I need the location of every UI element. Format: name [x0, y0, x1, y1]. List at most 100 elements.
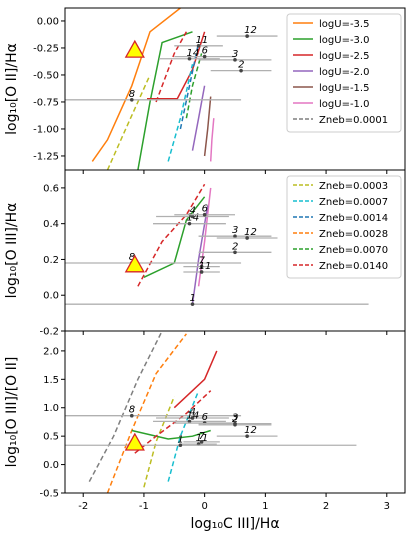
- y-tick-label: -0.2: [39, 327, 59, 338]
- y-tick-label: 1.5: [43, 375, 59, 386]
- data-point: [178, 443, 183, 448]
- y-tick-label: 0.00: [37, 16, 59, 27]
- y-tick-label: -1.25: [33, 151, 59, 162]
- model-line: [167, 64, 194, 162]
- data-point: [202, 54, 207, 59]
- point-label: 6: [202, 204, 208, 215]
- point-label: 14: [186, 213, 199, 224]
- point-label: 1: [177, 434, 183, 445]
- data-point: [199, 440, 204, 444]
- data-point: [129, 413, 134, 418]
- x-tick-label: 3: [384, 501, 390, 512]
- plot-area: 8 12 11 14 6 32: [65, 8, 278, 170]
- model-line: [137, 31, 193, 170]
- point-label: 2: [232, 241, 238, 252]
- data-point: [245, 34, 249, 38]
- axes-frame: [64, 330, 406, 494]
- point-label: 4: [190, 206, 196, 217]
- data-point: [187, 56, 192, 61]
- point-label: 14: [186, 410, 199, 421]
- model-line: [147, 31, 206, 100]
- point-label: 8: [129, 252, 135, 263]
- panel-top: 8 12 11 14 6 32 0.00 -0.25 -0.50 -0.75 -1.00 -1.25 l…: [4, 7, 406, 174]
- legend-label: Zneb=0.0007: [319, 197, 388, 208]
- x-tick-label: 2: [323, 501, 329, 512]
- model-line: [134, 390, 212, 454]
- y-tick-label: 0.6: [43, 183, 59, 194]
- y-tick-label: 0.2: [43, 255, 59, 266]
- model-line: [106, 333, 187, 493]
- legend-label: logU=-3.5: [319, 19, 369, 30]
- point-label: 2: [232, 414, 238, 425]
- data-point: [202, 212, 207, 217]
- model-line: [91, 8, 181, 162]
- point-label: 6: [202, 412, 208, 423]
- model-line: [209, 118, 215, 162]
- y-axis-label: log₁₀[O III]/[O II]: [4, 357, 20, 468]
- y-tick-label: -0.75: [33, 97, 59, 108]
- legend-label: logU=-3.0: [319, 35, 369, 46]
- y-tick-label: 0.5: [43, 432, 59, 443]
- legend-label: Zneb=0.0001: [319, 115, 388, 126]
- x-tick-label: -1: [139, 501, 149, 512]
- point-label: 12: [244, 425, 257, 436]
- point-label: 2: [238, 60, 244, 71]
- y-tick-label: -1.00: [33, 124, 59, 135]
- point-label: 3: [232, 225, 238, 236]
- y-tick-label: 0.0: [43, 460, 59, 471]
- x-tick-label: 1: [262, 501, 268, 512]
- model-line: [137, 183, 206, 287]
- legend-label: logU=-2.5: [319, 51, 369, 62]
- point-label: 7: [199, 256, 206, 267]
- data-point: [245, 434, 249, 438]
- y-tick-label: -0.5: [39, 489, 59, 500]
- data-point: [187, 221, 192, 226]
- x-tick-label: -2: [78, 501, 88, 512]
- target-marker: [124, 254, 145, 273]
- y-tick-label: 0.0: [43, 291, 59, 302]
- point-label: 8: [129, 405, 135, 416]
- point-label: 3: [232, 413, 238, 424]
- legend-label: Zneb=0.0028: [319, 229, 388, 240]
- data-point: [129, 98, 134, 102]
- data-point: [199, 264, 204, 269]
- x-axis-label: log₁₀C III]/Hα: [190, 516, 279, 532]
- data-point: [190, 302, 195, 306]
- legend-label: Zneb=0.0003: [319, 181, 388, 192]
- data-point: [233, 422, 237, 427]
- data-point: [233, 58, 237, 62]
- point-label: 14: [186, 48, 199, 59]
- point-label: 12: [244, 25, 257, 36]
- legend-label: Zneb=0.0014: [319, 213, 388, 224]
- legend-box: [286, 13, 402, 133]
- model-line: [203, 96, 212, 157]
- point-label: 11: [196, 35, 209, 46]
- data-point: [199, 270, 204, 274]
- point-label: 11: [199, 261, 212, 272]
- y-axis-label: log₁₀[O II]/Hα: [4, 43, 20, 135]
- y-tick-label: 1.0: [43, 403, 59, 414]
- legend-label: logU=-1.0: [319, 99, 369, 110]
- data-point: [233, 234, 237, 238]
- y-axis-label: log₁₀[O III]/Hα: [4, 203, 20, 299]
- legend-box: [286, 175, 402, 279]
- y-tick-label: 2.0: [43, 346, 59, 357]
- point-label: 6: [202, 46, 208, 57]
- y-tick-label: -0.50: [33, 70, 59, 81]
- legend-label: Zneb=0.0070: [319, 245, 388, 256]
- data-point: [233, 250, 237, 255]
- model-line: [143, 196, 206, 278]
- model-line: [106, 74, 151, 170]
- model-line: [155, 31, 188, 103]
- legend-label: logU=-2.0: [319, 67, 369, 78]
- data-point: [245, 236, 249, 240]
- point-label: 8: [129, 89, 135, 100]
- data-point: [187, 419, 192, 424]
- model-line: [131, 429, 211, 440]
- target-marker: [124, 432, 145, 451]
